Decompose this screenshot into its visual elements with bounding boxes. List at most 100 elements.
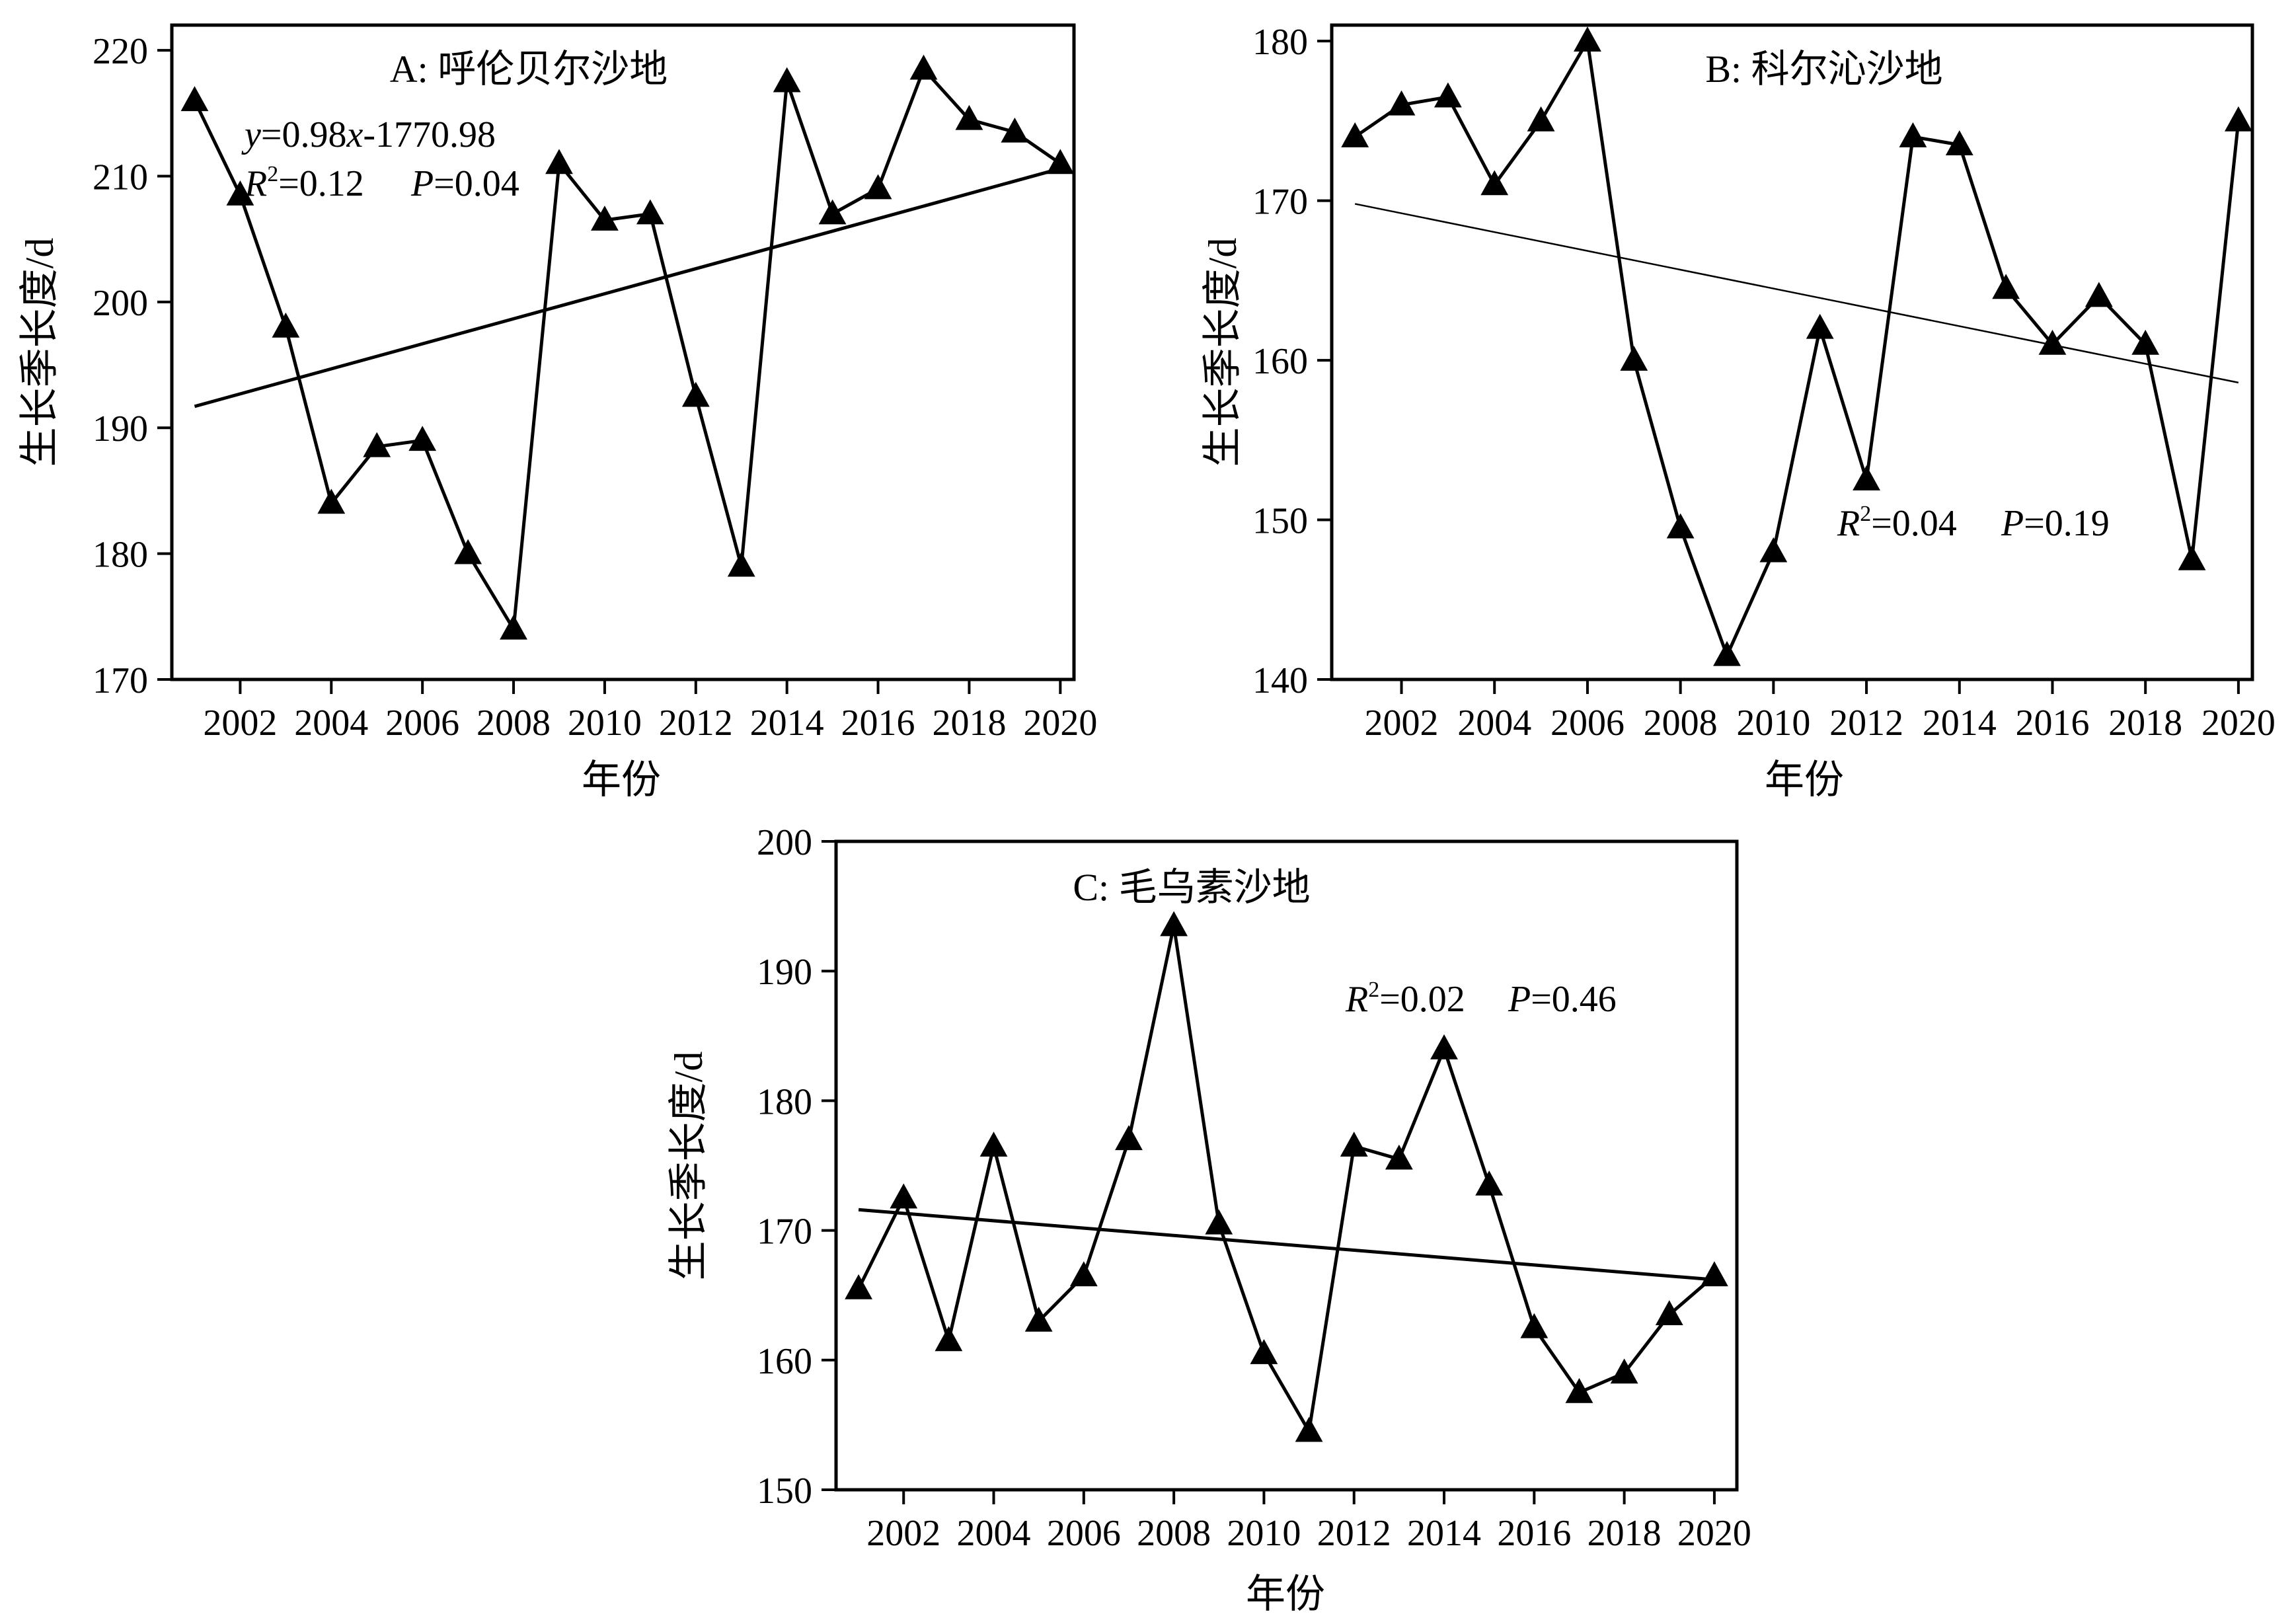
panel-b-xlabel: 年份 [1765,758,1844,802]
panel-c-ytick-label: 200 [757,822,812,863]
panel-c-point-marker [1205,1209,1233,1235]
panel-a-point-marker [727,551,755,577]
panel-c-point-marker [1295,1416,1323,1442]
panel-a-xtick-label: 2016 [841,703,915,744]
panel-c-point-marker [845,1274,872,1299]
panel-b-title: B: 科尔沁沙地 [1705,48,1942,91]
panel-c-point-marker [1069,1261,1098,1287]
panel-c-point-marker [1655,1300,1683,1325]
panel-b-ytick-label: 150 [1252,501,1308,542]
panel-a-xtick-label: 2018 [932,703,1006,744]
panel-a-xlabel: 年份 [582,758,661,802]
panel-c-title: C: 毛乌素沙地 [1073,866,1310,909]
panel-c-point-marker [1430,1034,1458,1059]
panel-c-point-marker [890,1183,918,1209]
panel-b-xtick-label: 2006 [1550,703,1625,744]
panel-a-point-marker [500,614,527,640]
panel-b-ytick-label: 140 [1252,660,1308,701]
panel-b-point-marker [1806,313,1834,339]
panel-c-ytick-label: 160 [757,1341,812,1382]
panel-c-xlabel: 年份 [1246,1572,1325,1616]
panel-c-ytick-label: 150 [757,1471,812,1512]
panel-c-xtick-label: 2006 [1047,1513,1121,1554]
panel-b-xtick-label: 2018 [2108,703,2182,744]
panel-a-point-marker [818,199,847,225]
panel-a-ytick-label: 180 [93,535,148,576]
panel-a-xtick-label: 2002 [203,703,277,744]
panel-a-ytick-label: 210 [93,157,148,198]
panel-a-xtick-label: 2010 [568,703,642,744]
panel-a-r2-annotation: R2=0.12 [244,162,364,204]
panel-a-xtick-label: 2012 [659,703,733,744]
panel-a-trend-line [194,167,1061,408]
panel-b-ytick-label: 170 [1252,182,1308,223]
panel-a-point-marker [955,104,983,130]
panel-a-plot-frame [170,23,1076,681]
panel-a-point-marker [636,199,664,225]
panel-a-equation: y=0.98x-1770.98 [241,114,496,155]
panel-a-point-marker [180,86,209,112]
panel-a-title: A: 呼伦贝尔沙地 [390,48,668,91]
panel-a-series-layer [180,54,1075,640]
panel-b: 2002 2004 2006 2008 2010 2012 2014 2016 2018 2020… [1201,22,2276,802]
panel-c-ytick-label: 170 [757,1212,812,1252]
panel-a-point-marker [1046,149,1075,174]
panel-b-point-marker [1899,122,1927,147]
panel-a-xtick-label: 2004 [294,703,368,744]
panel-b-point-marker [1713,640,1741,666]
panel-a-point-marker [864,174,892,200]
panel-b-ytick-label: 160 [1252,341,1308,382]
panel-a-point-marker [454,539,482,564]
panel-c-series-layer [845,911,1728,1442]
panel-a-trend-layer [194,167,1061,408]
panel-b-point-marker [1480,170,1509,196]
panel-b-xtick-label: 2020 [2201,703,2276,744]
panel-c-point-marker [1250,1338,1278,1364]
panel-b-series-line [1354,39,2240,658]
panel-b-trend-layer [1354,203,2239,384]
panel-c-ytick-label: 180 [757,1081,812,1122]
panel-c-point-marker [1565,1377,1593,1403]
panel-c-point-marker [1475,1170,1504,1196]
panel-c-p-annotation: P=0.46 [1508,979,1617,1020]
panel-c-point-marker [1701,1261,1728,1287]
panel-c-trend-layer [858,1208,1715,1282]
panel-a: 2002 2004 2006 2008 2010 2012 2014 2016 2018 2020… [18,23,1097,802]
panel-c-xtick-label: 2016 [1497,1513,1571,1554]
panel-c-point-marker [935,1326,963,1352]
panel-a-xtick-label: 2006 [385,703,459,744]
panel-c-point-marker [1610,1358,1638,1384]
panel-a-point-marker [681,381,710,407]
panel-c-ytick-label: 190 [757,952,812,993]
panel-a-point-marker [317,488,346,514]
panel-a-point-marker [363,432,391,457]
panel-b-point-marker [1574,26,1601,52]
panel-c-ylabel: 生长季长度/d [667,1052,710,1281]
panel-a-p-annotation: P=0.04 [410,163,519,204]
panel-a-point-marker [226,180,254,206]
panel-b-xtick-label: 2002 [1365,703,1439,744]
panel-c-point-marker [1024,1306,1053,1332]
panel-c-ticks: 2002 2004 2006 2008 2010 2012 2014 2016 2018 2020… [757,822,1751,1554]
panel-b-xtick-label: 2004 [1457,703,1531,744]
panel-b-plot-frame [1330,23,2254,681]
panel-a-xtick-label: 2008 [477,703,551,744]
panel-a-point-marker [1001,117,1029,143]
panel-b-point-marker [1341,122,1369,147]
panel-a-ytick-label: 200 [93,283,148,324]
panel-a-xtick-label: 2020 [1023,703,1097,744]
panel-b-point-marker [1759,537,1788,562]
panel-a-xtick-label: 2014 [750,703,824,744]
panel-c-point-marker [1340,1132,1368,1157]
panel-a-ytick-label: 190 [93,408,148,449]
panel-c-point-marker [979,1132,1008,1157]
panel-c-r2-annotation: R2=0.02 [1345,978,1465,1020]
panel-b-xtick-label: 2008 [1644,703,1718,744]
panel-a-series-line [193,67,1061,631]
panel-a-point-marker [773,67,801,93]
panel-a-point-marker [545,149,573,174]
panel-a-point-marker [909,54,938,80]
panel-c-xtick-label: 2020 [1677,1513,1751,1554]
panel-b-xtick-label: 2014 [1923,703,1997,744]
